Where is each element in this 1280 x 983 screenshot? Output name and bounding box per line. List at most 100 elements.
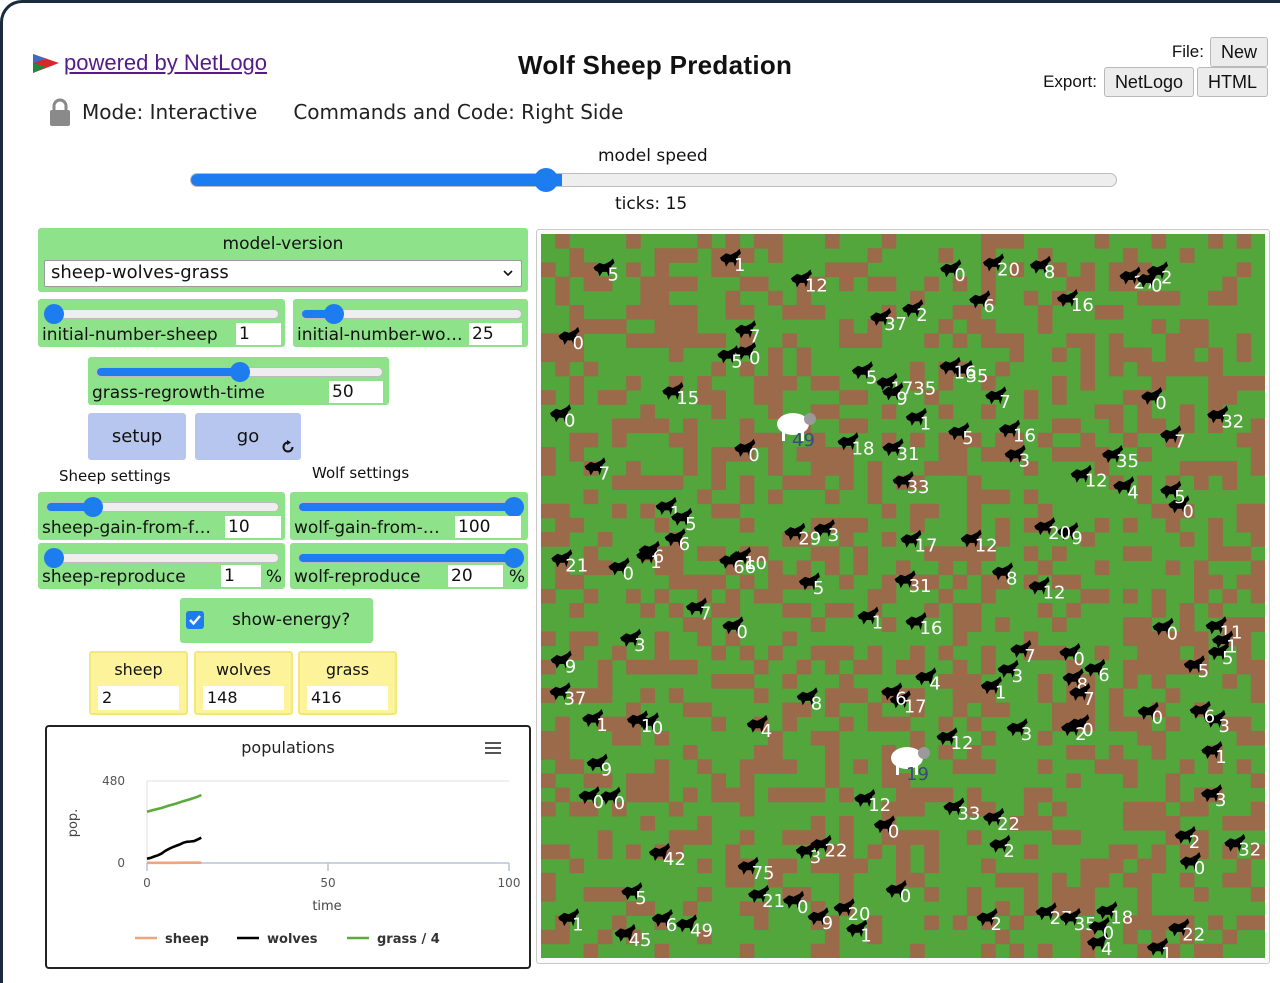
- wolf-agent: 0: [885, 880, 911, 907]
- wolf-energy-label: 66: [733, 557, 756, 578]
- lock-icon[interactable]: [48, 97, 72, 127]
- wolf-agent: 7: [584, 457, 610, 484]
- slider-value[interactable]: 100: [455, 516, 521, 538]
- wolf-energy-label: 0: [1155, 393, 1166, 414]
- slider-value[interactable]: 10: [225, 516, 281, 538]
- wolf-energy-label: 0: [888, 821, 899, 842]
- file-label: File:: [1171, 42, 1204, 61]
- go-button[interactable]: go: [195, 413, 301, 460]
- hamburger-menu-icon[interactable]: [485, 742, 501, 754]
- wolves-monitor: wolves 148: [194, 651, 293, 715]
- model-version-chooser[interactable]: model-version sheep-wolves-grass: [38, 228, 528, 292]
- world-canvas[interactable]: 1031375338108171027272121280004000471110…: [541, 234, 1265, 958]
- chart-title: populations: [241, 738, 334, 757]
- wolf-energy-label: 17: [904, 696, 927, 717]
- model-version-select[interactable]: sheep-wolves-grass: [44, 260, 522, 287]
- wolf-energy-label: 5: [1198, 661, 1209, 682]
- wolf-energy-label: 2: [1075, 724, 1086, 745]
- model-speed-thumb[interactable]: [534, 168, 558, 192]
- wolf-agent: 12: [1070, 464, 1108, 492]
- slider-unit: %: [508, 567, 525, 587]
- powered-by-text[interactable]: powered by NetLogo: [64, 50, 268, 75]
- commands-code-toggle[interactable]: Commands and Code: Right Side: [293, 100, 624, 124]
- wolf-agent: 9: [882, 382, 908, 409]
- wolf-energy-label: 1: [1215, 747, 1226, 768]
- wolf-energy-label: 22: [997, 814, 1020, 835]
- export-html-button[interactable]: HTML: [1197, 67, 1268, 97]
- wolf-agents: 1031375338108171027272121280004000471110…: [549, 248, 1261, 958]
- wolf-energy-label: 35: [1116, 451, 1139, 472]
- wolf-energy-label: 16: [1013, 426, 1036, 447]
- model-speed-label: model speed: [598, 146, 708, 166]
- wolf-energy-label: 0: [652, 718, 663, 739]
- wolf-energy-label: 7: [1083, 689, 1094, 710]
- wolf-energy-label: 5: [1222, 648, 1233, 669]
- show-energy-switch[interactable]: show-energy?: [180, 598, 373, 643]
- wolf-energy-label: 1: [860, 925, 871, 946]
- wolf-energy-label: 9: [822, 913, 833, 934]
- wolf-energy-label: 5: [962, 428, 973, 449]
- wolf-energy-label: 3: [1219, 716, 1230, 737]
- initial-number-wolves-slider[interactable]: initial-number-wo… 25: [293, 299, 528, 347]
- slider-name: sheep-reproduce: [42, 567, 186, 587]
- wolf-agent: 9: [550, 650, 576, 678]
- wolf-agent: 5: [1183, 655, 1209, 682]
- legend-item[interactable]: sheep: [135, 932, 209, 947]
- wolf-agent: 3: [1204, 709, 1230, 737]
- wolf-agent: 0: [608, 557, 634, 584]
- legend-item[interactable]: grass / 4: [347, 932, 440, 947]
- initial-number-sheep-slider[interactable]: initial-number-sheep 1: [38, 299, 285, 347]
- slider-value[interactable]: 20: [448, 565, 503, 587]
- wolf-reproduce-slider[interactable]: wolf-reproduce 20 %: [290, 543, 528, 589]
- wolf-energy-label: 3: [1012, 666, 1023, 687]
- slider-value[interactable]: 50: [329, 381, 383, 403]
- wolf-energy-label: 6: [1098, 665, 1109, 686]
- wolf-agent: 35: [1059, 907, 1097, 935]
- legend-label: wolves: [267, 932, 318, 947]
- legend-item[interactable]: wolves: [237, 932, 318, 947]
- model-speed-slider[interactable]: [190, 173, 1117, 187]
- wolf-energy-label: 7: [1174, 431, 1185, 452]
- sheep-gain-from-food-slider[interactable]: sheep-gain-from-f… 10: [38, 492, 285, 540]
- wolf-energy-label: 9: [896, 388, 907, 409]
- powered-by-link[interactable]: powered by NetLogo: [32, 50, 267, 76]
- export-netlogo-button[interactable]: NetLogo: [1103, 67, 1194, 97]
- slider-value[interactable]: 1: [221, 565, 261, 587]
- wolf-agent: 0: [734, 438, 760, 466]
- wolf-energy-label: 31: [909, 576, 932, 597]
- slider-value[interactable]: 1: [236, 323, 281, 345]
- wolf-energy-label: 0: [564, 410, 575, 431]
- wolf-agent: 6: [651, 909, 677, 936]
- wolf-energy-label: 8: [1006, 568, 1017, 589]
- checkmark-icon: [189, 615, 201, 626]
- wolf-agent: 1: [905, 407, 931, 435]
- wolf-agent: 4: [1113, 476, 1139, 503]
- wolf-agent: 32: [1224, 833, 1261, 861]
- wolf-energy-label: 22: [1182, 924, 1205, 945]
- world-view[interactable]: 1031375338108171027272121280004000471110…: [536, 229, 1270, 964]
- wolf-agent: 16: [905, 612, 943, 639]
- wolf-agent: 32: [1207, 405, 1244, 432]
- monitor-label: grass: [325, 660, 370, 679]
- sheep-reproduce-slider[interactable]: sheep-reproduce 1 %: [38, 543, 285, 589]
- wolf-energy-label: 16: [920, 618, 943, 639]
- wolf-energy-label: 0: [614, 793, 625, 814]
- wolf-agent: 18: [837, 432, 874, 459]
- wolf-agent: 8: [1029, 255, 1055, 283]
- grass-regrowth-time-slider[interactable]: grass-regrowth-time 50: [88, 357, 389, 405]
- slider-value[interactable]: 25: [469, 323, 522, 345]
- wolf-agent: 6: [1189, 700, 1215, 728]
- series-line-wolves: [146, 836, 202, 860]
- setup-button[interactable]: setup: [88, 413, 186, 460]
- wolf-agent: 42: [649, 843, 686, 870]
- wolf-agent: 1: [626, 710, 652, 737]
- new-button[interactable]: New: [1209, 37, 1268, 67]
- mode-text[interactable]: Mode: Interactive: [82, 100, 258, 124]
- sheep-monitor: sheep 2: [89, 651, 188, 715]
- wolf-energy-label: 1: [670, 503, 681, 524]
- wolf-energy-label: 4: [761, 721, 772, 742]
- show-energy-checkbox[interactable]: [186, 611, 204, 629]
- wolf-agent: 0: [940, 259, 966, 286]
- wolf-gain-from-food-slider[interactable]: wolf-gain-from-… 100: [290, 492, 528, 540]
